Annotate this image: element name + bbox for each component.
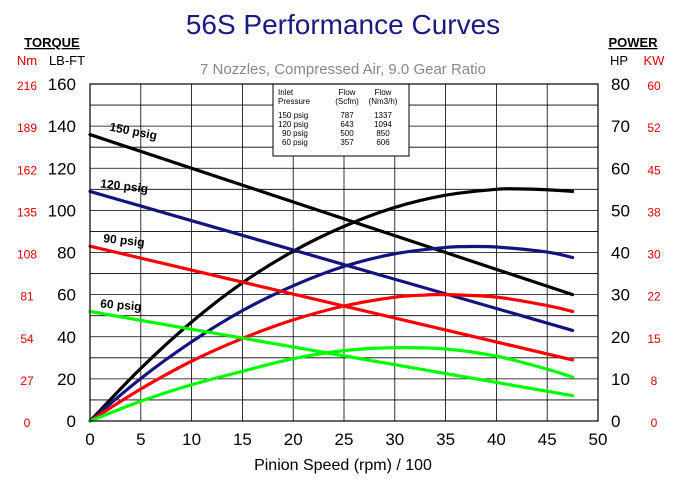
x-tick-label: 10 bbox=[182, 430, 201, 449]
series-label-150-psig: 150 psig bbox=[108, 120, 158, 143]
flow-table-cell: 150 psig bbox=[278, 111, 308, 120]
power-curve-120-psig bbox=[88, 244, 575, 423]
flow-table-cell: 606 bbox=[376, 138, 390, 147]
right-secondary-tick-label: 0 bbox=[651, 416, 658, 430]
left-secondary-tick-label: 189 bbox=[17, 121, 37, 135]
power-curve-60-psig bbox=[88, 345, 575, 423]
right-tick-label: 30 bbox=[611, 286, 630, 305]
left-secondary-tick-label: 135 bbox=[17, 205, 37, 219]
flow-table-box bbox=[272, 83, 410, 157]
x-tick-label: 35 bbox=[436, 430, 455, 449]
right-tick-label: 20 bbox=[611, 328, 630, 347]
x-tick-label: 20 bbox=[284, 430, 303, 449]
left-tick-label: 80 bbox=[57, 244, 76, 263]
flow-table-cell: 60 psig bbox=[282, 138, 308, 147]
right-secondary-tick-label: 60 bbox=[647, 79, 661, 93]
right-tick-label: 0 bbox=[611, 412, 620, 431]
series-label-90-psig: 90 psig bbox=[103, 231, 146, 249]
axis-ticks: 0 5 10 15 20 25 30 35 40 45 5000202740546081801081… bbox=[17, 75, 661, 449]
flow-table-header-cell: Pressure bbox=[278, 97, 311, 106]
x-tick-label: 25 bbox=[335, 430, 354, 449]
x-axis-label: Pinion Speed (rpm) / 100 bbox=[254, 457, 432, 474]
x-tick-label: 5 bbox=[136, 430, 145, 449]
left-tick-label: 100 bbox=[48, 201, 76, 220]
left-tick-label: 60 bbox=[57, 286, 76, 305]
series-label-120-psig: 120 psig bbox=[100, 176, 149, 195]
right-axis-unit-primary: HP bbox=[610, 53, 628, 68]
flow-table: Inlet Flow Flow Pressure (Scfm) (Nm3/h) 150 ps… bbox=[272, 83, 410, 157]
right-tick-label: 40 bbox=[611, 244, 630, 263]
left-axis-unit-secondary: Nm bbox=[17, 53, 37, 68]
left-tick-label: 20 bbox=[57, 370, 76, 389]
x-tick-label: 0 bbox=[85, 430, 94, 449]
right-secondary-tick-label: 38 bbox=[647, 205, 661, 219]
flow-table-header-cell: Flow bbox=[375, 88, 392, 97]
left-axis-unit-primary: LB-FT bbox=[49, 53, 85, 68]
torque-curve-90-psig bbox=[88, 244, 575, 362]
left-tick-label: 120 bbox=[48, 159, 76, 178]
right-secondary-tick-label: 8 bbox=[651, 374, 658, 388]
flow-table-header-cell: Inlet bbox=[278, 88, 294, 97]
torque-curve-120-psig bbox=[88, 189, 575, 333]
torque-curve-150-psig bbox=[88, 132, 575, 297]
left-secondary-tick-label: 216 bbox=[17, 79, 37, 93]
chart-title: 56S Performance Curves bbox=[186, 9, 500, 40]
chart-subtitle: 7 Nozzles, Compressed Air, 9.0 Gear Rati… bbox=[200, 61, 486, 78]
x-tick-label: 50 bbox=[589, 430, 608, 449]
flow-table-cell: 500 bbox=[340, 129, 354, 138]
right-secondary-tick-label: 52 bbox=[647, 121, 661, 135]
left-axis-header: TORQUE bbox=[24, 35, 80, 50]
flow-table-cell: 90 psig bbox=[282, 129, 308, 138]
right-secondary-tick-label: 22 bbox=[647, 290, 661, 304]
right-secondary-tick-label: 30 bbox=[647, 248, 661, 262]
flow-table-header-cell: Flow bbox=[339, 88, 356, 97]
left-secondary-tick-label: 0 bbox=[24, 416, 31, 430]
right-tick-label: 60 bbox=[611, 159, 630, 178]
right-tick-label: 80 bbox=[611, 75, 630, 94]
right-tick-label: 50 bbox=[611, 201, 630, 220]
flow-table-cell: 1094 bbox=[374, 120, 392, 129]
series-label-60-psig: 60 psig bbox=[100, 297, 142, 314]
left-tick-label: 140 bbox=[48, 117, 76, 136]
right-tick-label: 10 bbox=[611, 370, 630, 389]
left-secondary-tick-label: 27 bbox=[20, 374, 34, 388]
right-axis-unit-secondary: KW bbox=[644, 53, 666, 68]
left-secondary-tick-label: 162 bbox=[17, 163, 37, 177]
left-tick-label: 160 bbox=[48, 75, 76, 94]
power-curve-150-psig bbox=[88, 187, 575, 423]
left-tick-label: 40 bbox=[57, 328, 76, 347]
flow-table-header-cell: (Nm3/h) bbox=[369, 97, 398, 106]
flow-table-cell: 643 bbox=[340, 120, 354, 129]
curves bbox=[88, 132, 575, 423]
x-tick-label: 40 bbox=[487, 430, 506, 449]
right-secondary-tick-label: 15 bbox=[647, 332, 661, 346]
right-axis-header: POWER bbox=[608, 35, 658, 50]
left-secondary-tick-label: 81 bbox=[20, 290, 34, 304]
flow-table-cell: 1337 bbox=[374, 111, 392, 120]
right-secondary-tick-label: 45 bbox=[647, 163, 661, 177]
x-tick-label: 30 bbox=[385, 430, 404, 449]
flow-table-header-cell: (Scfm) bbox=[335, 97, 359, 106]
plot-frame bbox=[89, 83, 599, 422]
flow-table-cell: 120 psig bbox=[278, 120, 308, 129]
left-secondary-tick-label: 54 bbox=[20, 332, 34, 346]
right-tick-label: 70 bbox=[611, 117, 630, 136]
flow-table-cell: 850 bbox=[376, 129, 390, 138]
x-tick-label: 15 bbox=[233, 430, 252, 449]
flow-table-cell: 357 bbox=[340, 138, 354, 147]
left-tick-label: 0 bbox=[67, 412, 76, 431]
power-curve-90-psig bbox=[88, 292, 575, 423]
left-secondary-tick-label: 108 bbox=[17, 248, 37, 262]
flow-table-cell: 787 bbox=[340, 111, 354, 120]
x-tick-label: 45 bbox=[538, 430, 557, 449]
